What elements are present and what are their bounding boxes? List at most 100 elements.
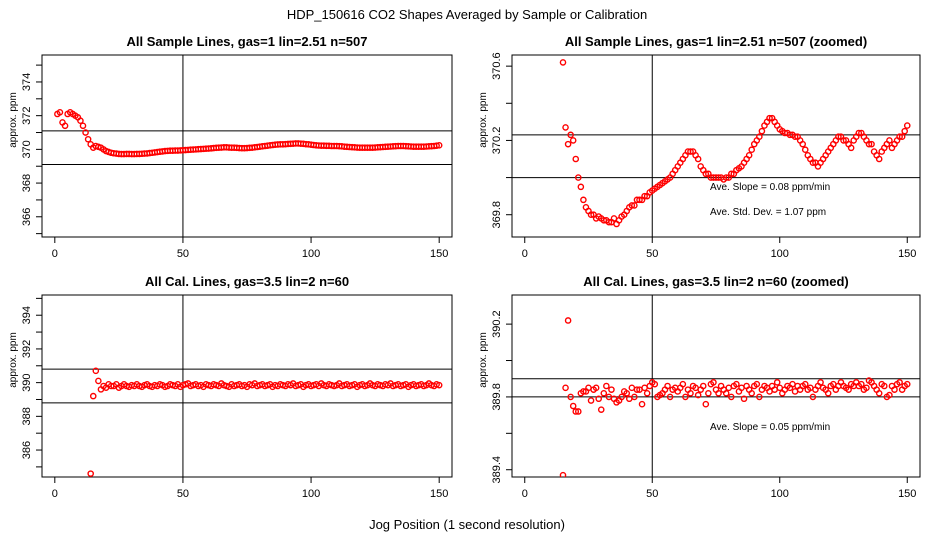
- data-point: [705, 389, 712, 397]
- data-point: [687, 148, 694, 155]
- y-tick-label: 370.6: [491, 52, 503, 80]
- data-point: [766, 114, 773, 122]
- data-point: [567, 131, 574, 139]
- x-tick-label: 150: [898, 488, 916, 500]
- data-point: [61, 122, 69, 130]
- data-point: [562, 384, 569, 392]
- data-point: [77, 117, 84, 125]
- data-point: [572, 408, 580, 415]
- data-point: [679, 380, 687, 388]
- data-point: [756, 393, 763, 401]
- x-tick-label: 0: [52, 248, 58, 260]
- data-point: [801, 380, 809, 388]
- data-point: [817, 379, 824, 386]
- data-point: [587, 211, 595, 219]
- data-point: [84, 135, 92, 143]
- y-tick-label: 389.8: [491, 383, 503, 411]
- x-tick-label: 50: [177, 488, 189, 500]
- data-point: [572, 155, 580, 163]
- y-tick-label: 366: [21, 208, 33, 226]
- data-point: [56, 108, 64, 116]
- x-tick-label: 150: [430, 248, 448, 260]
- x-tick-label: 0: [522, 248, 528, 260]
- data-point: [875, 155, 883, 163]
- data-point: [694, 391, 702, 399]
- data-point: [824, 389, 832, 397]
- x-tick-label: 150: [430, 488, 448, 500]
- x-tick-label: 150: [898, 248, 916, 260]
- data-point: [682, 393, 689, 401]
- data-point: [651, 380, 659, 388]
- data-point: [628, 202, 636, 209]
- data-point: [898, 133, 906, 141]
- data-point: [603, 382, 610, 390]
- y-tick-label: 386: [21, 441, 33, 459]
- y-axis-label: approx. ppm: [478, 332, 489, 388]
- y-tick-label: 369.8: [491, 201, 503, 229]
- plot-frame: [41, 294, 453, 478]
- y-axis-label: approx. ppm: [8, 92, 19, 148]
- data-point: [605, 218, 613, 226]
- data-point: [855, 129, 863, 137]
- data-point: [903, 122, 911, 129]
- chart-panel-2: All Sample Lines, gas=1 lin=2.51 n=507 (…: [478, 34, 921, 260]
- data-point: [699, 382, 707, 390]
- data-point: [715, 389, 722, 397]
- chart-title: All Sample Lines, gas=1 lin=2.51 n=507 (…: [565, 34, 867, 49]
- data-point: [631, 202, 638, 209]
- data-point: [569, 137, 577, 144]
- x-tick-label: 100: [771, 488, 789, 500]
- data-point: [858, 380, 865, 388]
- data-point: [847, 144, 855, 152]
- data-point: [82, 129, 89, 136]
- data-point: [687, 389, 694, 397]
- data-point: [559, 59, 567, 66]
- data-point: [896, 379, 903, 386]
- data-point: [636, 196, 643, 204]
- data-point: [618, 393, 625, 401]
- data-point: [886, 391, 893, 399]
- data-point: [631, 393, 638, 401]
- data-point: [896, 133, 903, 141]
- data-point: [840, 137, 847, 144]
- data-point: [865, 140, 873, 148]
- data-point: [903, 380, 911, 388]
- data-point: [664, 382, 671, 390]
- data-point: [702, 170, 710, 178]
- data-point: [587, 397, 595, 404]
- y-tick-label: 374: [21, 73, 33, 91]
- data-point: [641, 192, 648, 200]
- y-axis-label: approx. ppm: [8, 332, 19, 388]
- data-point: [868, 140, 875, 148]
- data-point: [801, 146, 809, 154]
- chart-panel-4: All Cal. Lines, gas=3.5 lin=2 n=60 (zoom…: [478, 274, 921, 500]
- data-point: [740, 395, 748, 403]
- x-tick-label: 100: [302, 248, 320, 260]
- data-point: [710, 379, 717, 386]
- data-point: [79, 122, 87, 130]
- data-point: [875, 389, 883, 397]
- chart-panels: All Sample Lines, gas=1 lin=2.51 n=507 0 5…: [8, 34, 921, 500]
- annotation-text: Ave. Slope = 0.08 ppm/min: [710, 182, 830, 193]
- data-point: [433, 142, 440, 149]
- y-tick-label: 388: [21, 407, 33, 425]
- data-point: [728, 170, 735, 178]
- data-point: [564, 140, 572, 148]
- data-point: [863, 384, 870, 392]
- data-point: [567, 393, 574, 401]
- chart-panel-1: All Sample Lines, gas=1 lin=2.51 n=507 0 5…: [8, 34, 453, 260]
- chart-title: All Cal. Lines, gas=3.5 lin=2 n=60 (zoom…: [583, 274, 849, 289]
- data-point: [891, 386, 898, 393]
- data-point: [901, 127, 909, 135]
- plot-frame: [511, 294, 921, 478]
- data-point: [722, 174, 730, 181]
- y-tick-label: 390: [21, 373, 33, 391]
- data-point: [575, 174, 582, 181]
- data-point: [758, 127, 766, 135]
- y-tick-label: 394: [21, 306, 33, 324]
- data-point: [580, 196, 587, 204]
- data-point: [559, 471, 567, 477]
- y-tick-label: 392: [21, 340, 33, 358]
- x-tick-label: 0: [522, 488, 528, 500]
